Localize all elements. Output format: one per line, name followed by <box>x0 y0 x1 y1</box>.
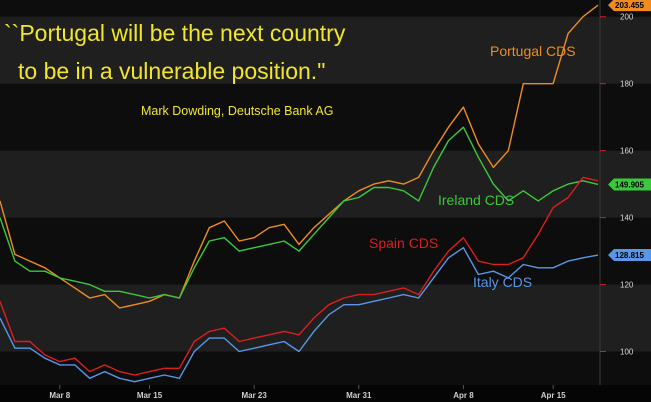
x-tick-label: Mar 15 <box>137 391 163 400</box>
y-axis: 100 120 140 160 180 200 <box>600 13 634 357</box>
grid-band <box>0 16 651 84</box>
y-tick-label: 140 <box>620 214 634 223</box>
quote-line-1: ``Portugal will be the next country <box>4 20 346 46</box>
italy-cds-line <box>0 246 599 383</box>
y-tick-label: 180 <box>620 80 634 89</box>
x-axis-strip <box>0 385 651 402</box>
last-value-tag: 149.905 <box>608 178 651 191</box>
x-tick-label: Mar 8 <box>49 391 70 400</box>
ireland-cds-label: Ireland CDS <box>438 192 514 208</box>
last-value-tags: 203.455 149.905 128.815 <box>608 0 651 262</box>
tag-shape <box>608 178 651 191</box>
spain-cds-line <box>0 176 599 376</box>
grid-band <box>0 150 651 218</box>
y-tick-label: 100 <box>620 348 634 357</box>
last-value-tag: 128.815 <box>608 249 651 262</box>
x-tick-label: Mar 23 <box>241 391 267 400</box>
italy-cds-label: Italy CDS <box>473 274 532 290</box>
y-tick-label: 200 <box>620 13 634 22</box>
y-tick-label: 160 <box>620 147 634 156</box>
series-lines <box>0 4 599 383</box>
tag-value: 128.815 <box>615 251 644 260</box>
tag-shape <box>608 249 651 262</box>
tag-value: 203.455 <box>615 1 644 10</box>
last-value-tag: 203.455 <box>608 0 651 12</box>
x-axis: Mar 8 Mar 15 Mar 23 Mar 31 Apr 8 Apr 15 <box>49 385 566 400</box>
spain-cds-label: Spain CDS <box>369 235 438 251</box>
y-tick-label: 120 <box>620 281 634 290</box>
ireland-cds-line <box>0 126 599 299</box>
x-tick-label: Mar 31 <box>346 391 372 400</box>
tag-value: 149.905 <box>615 180 644 189</box>
tag-shape <box>608 0 651 12</box>
x-tick-label: Apr 15 <box>541 391 566 400</box>
quote-attribution: Mark Dowding, Deutsche Bank AG <box>141 104 333 118</box>
x-tick-label: Apr 8 <box>453 391 474 400</box>
quote-line-2: to be in a vulnerable position." <box>18 58 325 84</box>
portugal-cds-label: Portugal CDS <box>490 43 576 59</box>
portugal-cds-line <box>0 4 599 309</box>
